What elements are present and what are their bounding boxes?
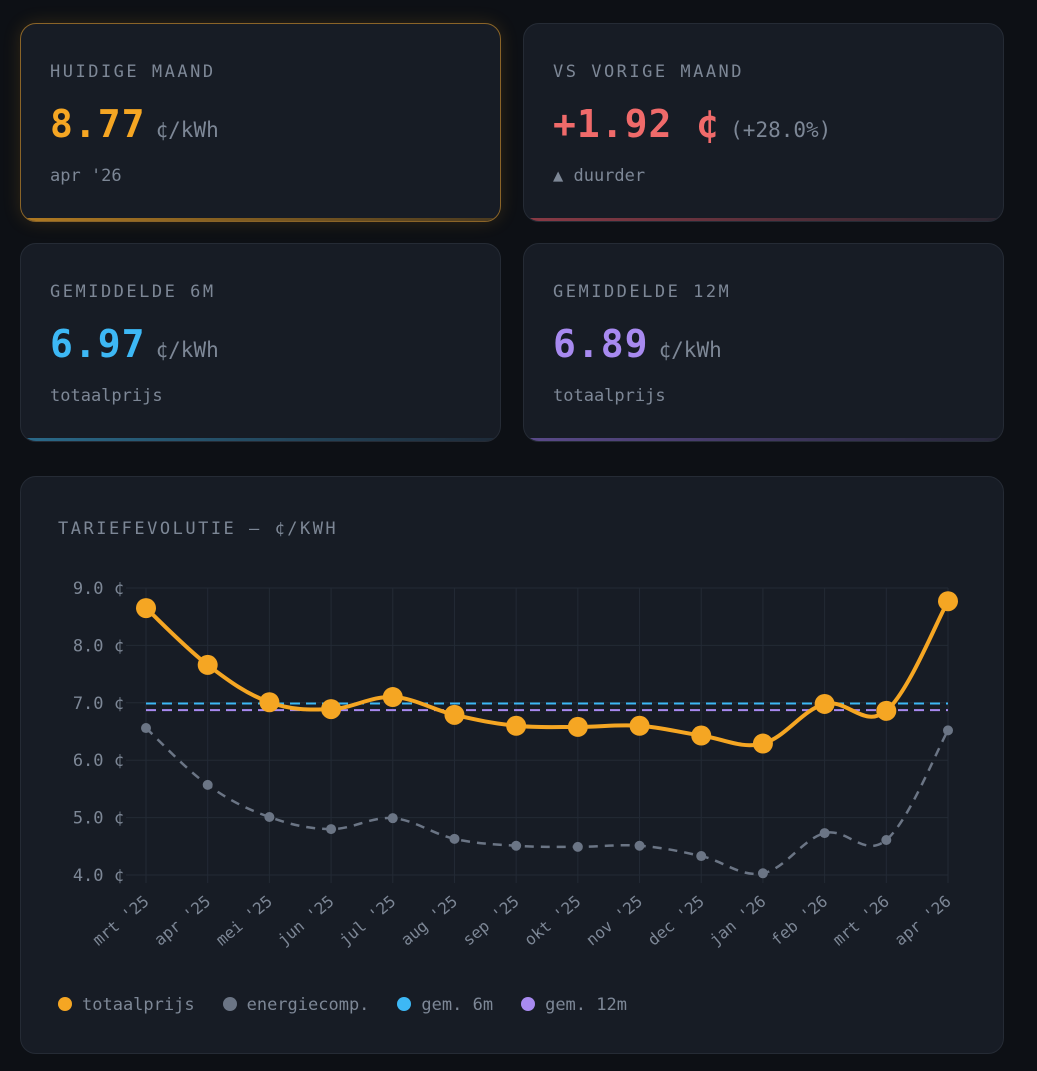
card-accent-bar xyxy=(21,218,500,221)
line-chart: 9.0 ¢8.0 ¢7.0 ¢6.0 ¢5.0 ¢4.0 ¢mrt '25apr… xyxy=(73,579,958,950)
energiecomp-point xyxy=(387,813,398,824)
totaalprijs-point xyxy=(259,692,280,713)
card-value: 8.77 xyxy=(50,102,146,146)
energiecomp-line xyxy=(145,727,950,876)
y-tick-label: 8.0 ¢ xyxy=(73,636,124,656)
legend-item-energiecomp[interactable]: energiecomp. xyxy=(222,995,370,1015)
energiecomp-point xyxy=(757,868,768,879)
energiecomp-point xyxy=(572,841,583,852)
card-sub: apr '26 xyxy=(50,166,122,186)
totaalprijs-point xyxy=(136,598,156,619)
chart-title: TARIEFEVOLUTIE — ¢/KWH xyxy=(58,519,339,539)
totaalprijs-point xyxy=(629,715,650,736)
card-current-month: HUIDIGE MAAND 8.77 ¢/kWh apr '26 xyxy=(20,23,501,222)
card-average-6m: GEMIDDELDE 6M 6.97 ¢/kWh totaalprijs xyxy=(20,243,501,442)
card-value: 6.89 xyxy=(553,322,649,366)
x-tick-label: apr '25 xyxy=(150,892,214,950)
x-tick-label: mrt '25 xyxy=(89,892,153,950)
legend-item-gem-12m[interactable]: gem. 12m xyxy=(521,995,627,1015)
energiecomp-point xyxy=(326,824,337,835)
energiecomp-point xyxy=(141,723,151,734)
totaalprijs-point xyxy=(938,591,958,612)
totaalprijs-line xyxy=(144,600,950,748)
totaalprijs-point xyxy=(197,654,218,675)
y-tick-label: 7.0 ¢ xyxy=(73,694,124,714)
x-tick-label: feb '26 xyxy=(767,892,831,950)
energiecomp-point xyxy=(202,779,213,790)
energiecomp-point xyxy=(881,834,892,845)
legend-label: gem. 6m xyxy=(421,995,494,1015)
x-tick-label: apr '26 xyxy=(891,892,955,950)
x-tick-label: mei '25 xyxy=(212,892,276,950)
energiecomp-point xyxy=(511,840,522,851)
legend-label: gem. 12m xyxy=(545,995,627,1015)
card-unit: (+28.0%) xyxy=(730,118,832,142)
card-value: 6.97 xyxy=(50,322,146,366)
totaalprijs-point xyxy=(506,715,527,736)
card-accent-bar xyxy=(524,218,1003,221)
totaalprijs-point xyxy=(752,733,773,754)
legend-item-gem-6m[interactable]: gem. 6m xyxy=(397,995,493,1015)
energiecomp-point xyxy=(819,828,830,839)
card-sub: totaalprijs xyxy=(553,386,666,406)
card-unit: ¢/kWh xyxy=(155,338,219,362)
legend-label: energiecomp. xyxy=(246,995,370,1015)
legend-dot xyxy=(521,997,536,1011)
card-unit: ¢/kWh xyxy=(155,118,219,142)
x-tick-label: okt '25 xyxy=(521,892,585,950)
energiecomp-point xyxy=(696,851,707,862)
totaalprijs-point xyxy=(814,693,835,714)
energiecomp-point xyxy=(449,833,460,844)
totaalprijs-point xyxy=(382,687,403,708)
x-tick-label: nov '25 xyxy=(582,892,646,950)
card-unit: ¢/kWh xyxy=(658,338,722,362)
card-accent-bar xyxy=(21,438,500,441)
legend-dot xyxy=(222,997,237,1011)
card-label: GEMIDDELDE 6M xyxy=(50,282,216,302)
card-sub: totaalprijs xyxy=(50,386,163,406)
card-label: HUIDIGE MAAND xyxy=(50,62,216,82)
totaalprijs-point xyxy=(321,699,342,720)
card-vs-previous-month: VS VORIGE MAAND +1.92 ¢ (+28.0%) ▲ duurde… xyxy=(523,23,1004,222)
x-tick-label: jun '25 xyxy=(274,892,338,950)
card-label: GEMIDDELDE 12M xyxy=(553,282,732,302)
legend-dot xyxy=(397,997,412,1011)
x-tick-label: aug '25 xyxy=(397,892,461,950)
legend-item-totaalprijs[interactable]: totaalprijs xyxy=(58,995,195,1015)
x-tick-label: sep '25 xyxy=(459,892,523,950)
totaalprijs-point xyxy=(567,716,588,737)
y-tick-label: 6.0 ¢ xyxy=(73,751,124,771)
x-tick-label: mrt '26 xyxy=(829,892,893,950)
card-sub: ▲ duurder xyxy=(553,166,646,186)
x-tick-label: jul '25 xyxy=(335,892,399,950)
y-tick-label: 4.0 ¢ xyxy=(73,866,124,886)
totaalprijs-point xyxy=(691,725,712,746)
y-tick-label: 5.0 ¢ xyxy=(73,809,124,829)
totaalprijs-point xyxy=(876,700,897,721)
x-tick-label: dec '25 xyxy=(644,892,708,950)
chart-legend: totaalprijs energiecomp. gem. 6m gem. 12… xyxy=(58,995,627,1015)
card-average-12m: GEMIDDELDE 12M 6.89 ¢/kWh totaalprijs xyxy=(523,243,1004,442)
y-tick-label: 9.0 ¢ xyxy=(73,579,124,599)
card-label: VS VORIGE MAAND xyxy=(553,62,745,82)
x-tick-label: jan '26 xyxy=(706,892,770,950)
card-accent-bar xyxy=(524,438,1003,441)
totaalprijs-point xyxy=(444,704,465,725)
energiecomp-point xyxy=(943,725,953,736)
legend-dot xyxy=(58,997,72,1011)
energiecomp-point xyxy=(634,840,645,851)
legend-label: totaalprijs xyxy=(82,995,195,1015)
energiecomp-point xyxy=(264,812,275,823)
card-value: +1.92 ¢ xyxy=(553,102,721,146)
tariff-chart-card: TARIEFEVOLUTIE — ¢/KWH 9.0 ¢ 8.0 ¢ 7.0 ¢ 6.… xyxy=(20,476,1004,1054)
